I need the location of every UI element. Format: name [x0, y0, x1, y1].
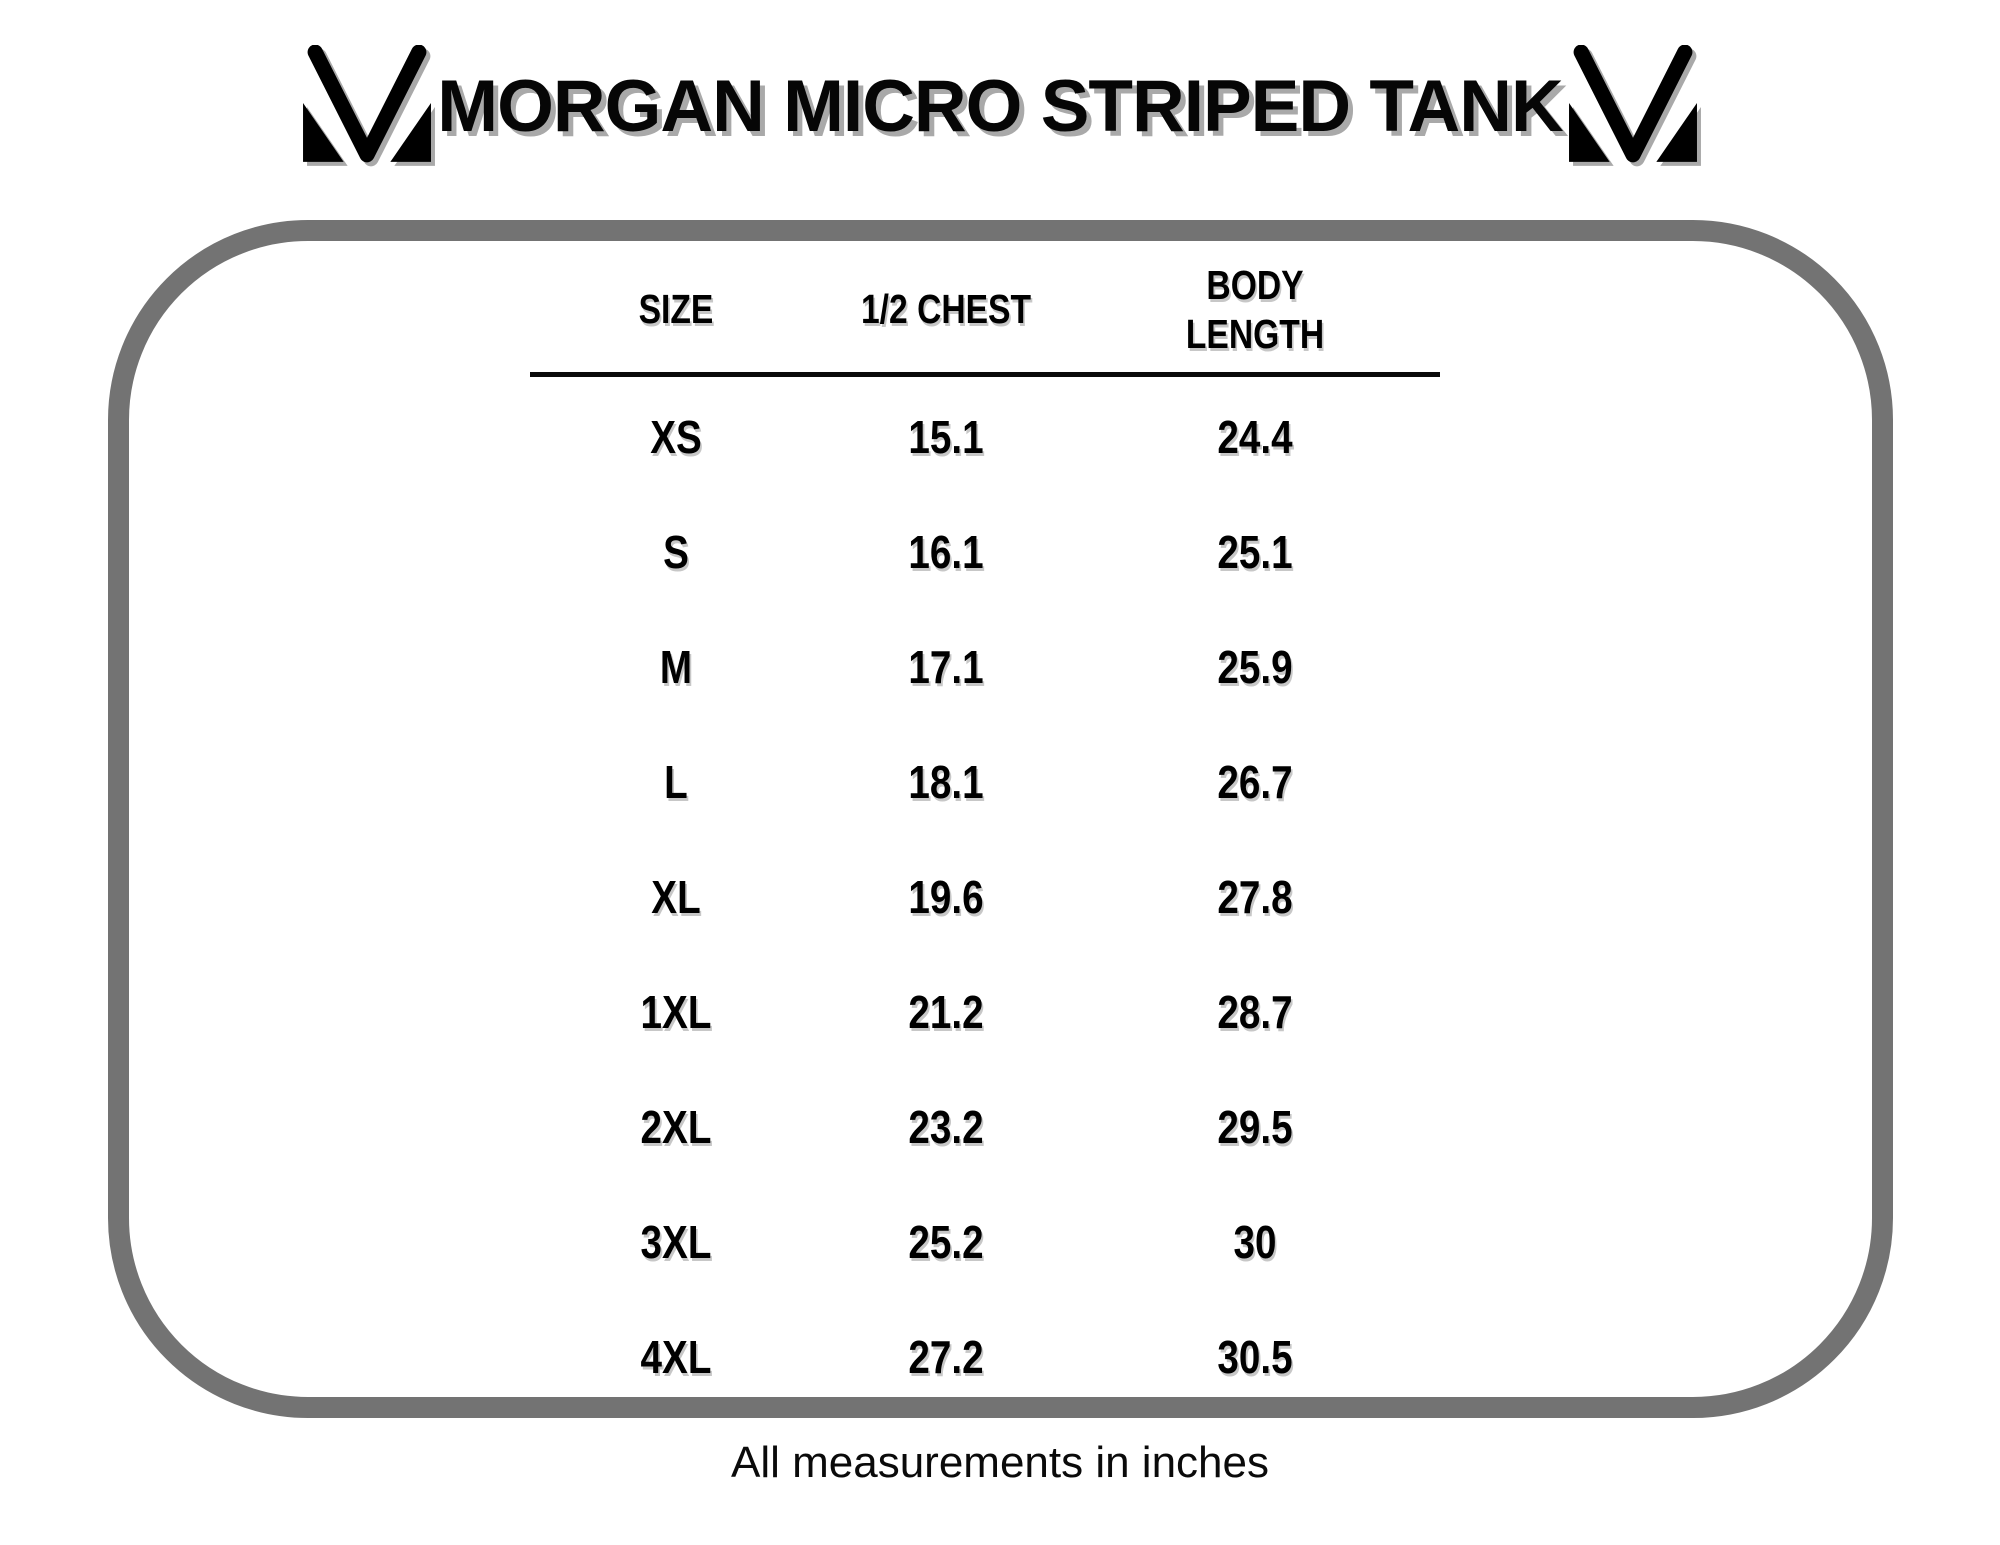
size-cell: XS — [650, 410, 702, 463]
size-cell: 1XL — [640, 985, 712, 1038]
measurements-note: All measurements in inches — [730, 1438, 1269, 1487]
size-cell: 3XL — [640, 1215, 712, 1268]
body-length-cell: 29.5 — [1217, 1100, 1293, 1153]
body-length-cell: 26.7 — [1217, 755, 1293, 808]
header-underline — [530, 372, 1440, 377]
table-body: XS 15.1 24.4 S 16.1 25.1 M 17.1 25.9 L 18.1 26.7 XL 1… — [530, 379, 1440, 1414]
half-chest-cell: 17.1 — [908, 640, 984, 693]
body-length-cell: 30 — [1233, 1215, 1277, 1268]
table-row: XL 19.6 27.8 — [530, 839, 1440, 954]
table-row: S 16.1 25.1 — [530, 494, 1440, 609]
size-cell: XL — [651, 870, 701, 923]
size-cell: L — [664, 755, 688, 808]
size-cell: M — [659, 640, 693, 693]
half-chest-cell: 16.1 — [908, 525, 984, 578]
body-length-cell: 27.8 — [1217, 870, 1293, 923]
col-header-body-length: BODY LENGTH — [1185, 261, 1325, 357]
brand-logo-left-icon — [303, 45, 432, 163]
half-chest-cell: 18.1 — [908, 755, 984, 808]
half-chest-cell: 21.2 — [908, 985, 984, 1038]
body-length-cell: 24.4 — [1217, 410, 1293, 463]
table-row: M 17.1 25.9 — [530, 609, 1440, 724]
table-row: 3XL 25.2 30 — [530, 1184, 1440, 1299]
table-row: L 18.1 26.7 — [530, 724, 1440, 839]
half-chest-cell: 25.2 — [908, 1215, 984, 1268]
table-row: XS 15.1 24.4 — [530, 379, 1440, 494]
size-cell: S — [663, 525, 689, 578]
table-row: 1XL 21.2 28.7 — [530, 954, 1440, 1069]
size-table: SIZE 1/2 CHEST BODY LENGTH XS 15.1 24.4 S 16… — [530, 250, 1440, 1414]
body-length-cell: 25.9 — [1217, 640, 1293, 693]
size-cell: 4XL — [640, 1330, 712, 1383]
half-chest-cell: 19.6 — [908, 870, 984, 923]
table-row: 4XL 27.2 30.5 — [530, 1299, 1440, 1414]
col-header-size: SIZE — [638, 286, 714, 333]
size-chart-panel — [108, 220, 1893, 1418]
body-length-cell: 25.1 — [1217, 525, 1293, 578]
half-chest-cell: 15.1 — [908, 410, 984, 463]
table-row: 2XL 23.2 29.5 — [530, 1069, 1440, 1184]
size-cell: 2XL — [640, 1100, 712, 1153]
table-header-row: SIZE 1/2 CHEST BODY LENGTH — [530, 250, 1440, 370]
body-length-cell: 28.7 — [1217, 985, 1293, 1038]
brand-logo-right-icon — [1568, 45, 1697, 163]
half-chest-cell: 23.2 — [908, 1100, 984, 1153]
page-title: MORGAN MICRO STRIPED TANK — [437, 65, 1563, 147]
body-length-cell: 30.5 — [1217, 1330, 1293, 1383]
col-header-half-chest: 1/2 CHEST — [860, 286, 1032, 333]
half-chest-cell: 27.2 — [908, 1330, 984, 1383]
header: MORGAN MICRO STRIPED TANK — [0, 40, 2000, 172]
